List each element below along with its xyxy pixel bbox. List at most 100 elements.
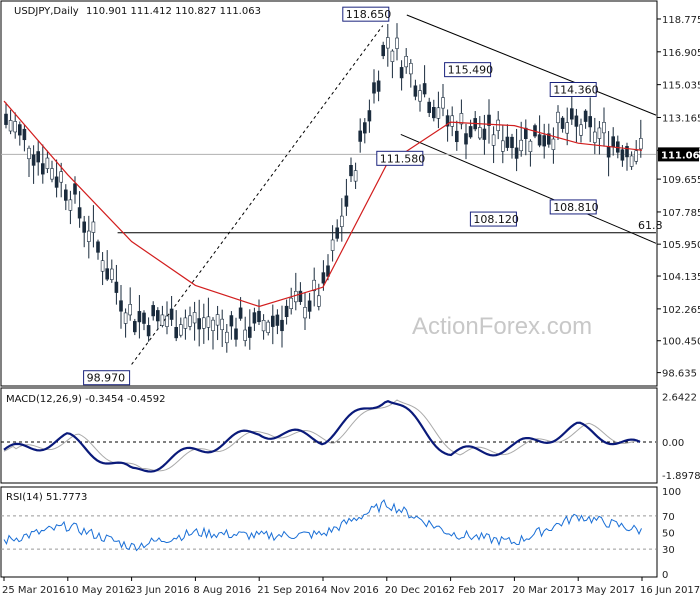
candle-body [110, 268, 114, 280]
candle-body [13, 121, 17, 133]
candle-body [395, 37, 399, 49]
candle-body [211, 319, 215, 331]
candle-body [151, 305, 155, 317]
candle-body [206, 316, 211, 328]
candle-body [220, 318, 224, 331]
candle-body [160, 314, 165, 326]
swing-label: 115.490 [444, 62, 494, 78]
candle-body [123, 312, 128, 324]
candle-body [234, 328, 238, 340]
candle-body [390, 50, 395, 62]
swing-label-text: 115.490 [448, 64, 494, 77]
candle-body [40, 163, 45, 175]
rsi-line [3, 499, 642, 552]
candle-body [569, 108, 574, 120]
candle-body [620, 149, 625, 161]
candle-body [487, 114, 491, 126]
candle-body [284, 305, 289, 318]
rsi-pane: RSI(14) 51.7773 100 70 50 30 0 [0, 486, 681, 581]
swing-label-text: 118.650 [346, 8, 392, 21]
swing-labels: 118.650 115.490 114.360 111.580 108.120 108.8… [83, 6, 599, 386]
candle-body [252, 312, 257, 324]
swing-label-box [469, 211, 517, 227]
price-axis-label: 109.655 [662, 175, 700, 186]
candle-body [349, 165, 353, 177]
swing-label: 114.360 [549, 81, 599, 97]
rsi-marks [1, 499, 656, 552]
price-axis-label: 102.265 [662, 305, 700, 316]
macd-pane: MACD(12,26,9) -0.3454 -0.4592 2.6422 0.00… [0, 387, 700, 484]
candle-body [243, 329, 247, 341]
candle-body [238, 307, 243, 319]
moving-average-line [3, 100, 643, 308]
candle-body [611, 136, 616, 148]
candle-body [523, 127, 528, 139]
candle-body [445, 115, 450, 127]
candle-body [344, 195, 349, 207]
candle-body [381, 44, 386, 57]
candle-body [45, 157, 50, 169]
candle-body [73, 183, 77, 195]
candle-body [280, 319, 284, 332]
candle-body [215, 314, 220, 326]
candle-body [303, 307, 307, 319]
swing-label: 108.810 [549, 199, 599, 215]
candle-body [404, 56, 409, 68]
x-axis-label: 20 Dec 2016 [385, 585, 449, 596]
candle-body [87, 230, 91, 242]
swing-label-box [549, 81, 597, 97]
candle-body [376, 80, 381, 92]
price-axis-label: 115.035 [662, 81, 700, 92]
channel-lower-line [400, 133, 657, 244]
x-axis-label: 25 Mar 2016 [2, 585, 65, 596]
candle-body [137, 311, 142, 323]
swing-label: 108.120 [469, 211, 519, 227]
macd-axis-label: 0.00 [662, 438, 684, 449]
candle-body [174, 327, 178, 339]
candle-body [335, 227, 340, 239]
candle-body [505, 136, 510, 148]
candle-body [64, 189, 68, 201]
candle-body [560, 117, 565, 129]
candle-body [165, 315, 169, 327]
candle-body [519, 139, 524, 152]
rsi-axis-label: 30 [662, 545, 675, 556]
candle-body [128, 304, 132, 316]
candle-body [100, 260, 105, 272]
candle-body [514, 147, 519, 159]
x-axis-label: 4 Nov 2016 [321, 585, 379, 596]
candle-body [592, 131, 597, 143]
price-axis-label: 118.775 [662, 15, 700, 26]
price-axis-label: 107.785 [662, 208, 700, 219]
chart-header-ohlc: 110.901 111.412 110.827 111.063 [86, 6, 261, 17]
rsi-axis-label: 0 [662, 570, 668, 581]
candle-body [629, 155, 634, 167]
candle-body [542, 135, 547, 147]
x-axis-label: 2 Feb 2017 [449, 585, 505, 596]
x-axis-label: 3 May 2017 [576, 585, 635, 596]
macd-header: MACD(12,26,9) -0.3454 -0.4592 [6, 394, 166, 405]
candle-body [583, 110, 588, 122]
price-axis-label: 116.905 [662, 48, 700, 59]
swing-label-text: 98.970 [87, 372, 126, 385]
candle-body [197, 318, 201, 330]
candle-body [441, 97, 445, 109]
candle-body [579, 124, 583, 136]
price-pane-frame [0, 0, 658, 387]
candle-body [202, 317, 206, 329]
x-axis-label: 23 Jun 2016 [130, 585, 190, 596]
x-axis-label: 16 Jun 2017 [640, 585, 700, 596]
candle-body [638, 138, 643, 150]
current-price-box [658, 147, 699, 162]
x-axis-label: 10 May 2016 [66, 585, 131, 596]
candle-body [574, 115, 579, 127]
candle-body [413, 85, 418, 97]
candle-body [330, 239, 335, 251]
swing-label: 98.970 [83, 370, 131, 386]
candle-body [275, 314, 280, 326]
candle-body [179, 324, 183, 336]
candle-body [454, 130, 459, 143]
rsi-axis-label: 50 [662, 529, 675, 540]
